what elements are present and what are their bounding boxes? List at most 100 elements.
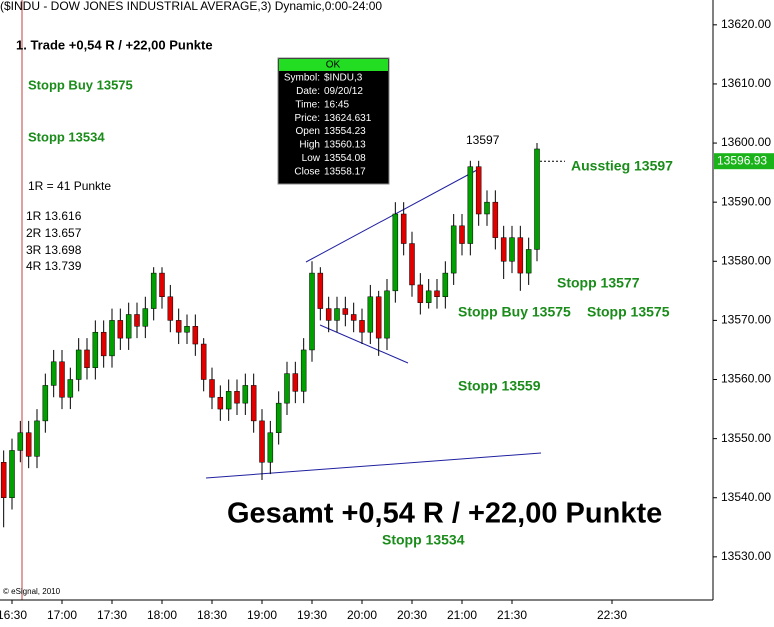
tooltip-header bbox=[279, 59, 388, 71]
tooltip-value: 13560.13 bbox=[324, 140, 366, 151]
candle-body bbox=[225, 391, 232, 410]
candle-body bbox=[200, 343, 207, 380]
tooltip-value: 16:45 bbox=[324, 99, 349, 110]
tooltip: OK Symbol: $INDU,3 Date: 09/20/12 Time: 16:45… bbox=[277, 57, 390, 185]
candle-body bbox=[234, 391, 240, 404]
candle-body bbox=[92, 331, 99, 368]
candle-body bbox=[125, 314, 132, 339]
candle-body bbox=[275, 402, 282, 433]
y-tick-label: 13570.00 bbox=[721, 313, 771, 327]
x-tick-label: 21:30 bbox=[497, 608, 527, 622]
x-tick-label: 22:30 bbox=[597, 608, 627, 622]
candle-body bbox=[192, 326, 199, 345]
candle-body bbox=[75, 349, 82, 380]
candle-body bbox=[67, 379, 74, 398]
annotation: Stopp Buy 13575 bbox=[458, 304, 571, 320]
y-tick-label: 13540.00 bbox=[721, 490, 771, 504]
candle-body bbox=[17, 432, 24, 451]
note: 2R 13.657 bbox=[26, 226, 82, 240]
annotation: Gesamt +0,54 R / +22,00 Punkte bbox=[227, 498, 662, 530]
candle-body bbox=[400, 213, 407, 244]
tooltip-label: Low bbox=[302, 153, 321, 164]
candle-body bbox=[325, 308, 332, 321]
tooltip-label: Close bbox=[294, 166, 320, 177]
candle-body bbox=[284, 373, 290, 404]
candle-body bbox=[425, 290, 432, 303]
tooltip-value: 13554.08 bbox=[324, 153, 366, 164]
candle-body bbox=[534, 148, 540, 250]
y-tick-label: 13530.00 bbox=[721, 549, 771, 563]
y-tick-label: 13580.00 bbox=[721, 253, 771, 267]
trend-line bbox=[305, 169, 478, 263]
y-tick-label: 13560.00 bbox=[721, 372, 771, 386]
watermark: © eSignal, 2010 bbox=[3, 587, 61, 596]
candle-body bbox=[217, 396, 224, 410]
candle-body bbox=[375, 296, 382, 339]
candle-body bbox=[50, 361, 57, 386]
tooltip-value: 13624.631 bbox=[324, 113, 372, 124]
candle-body bbox=[292, 373, 299, 392]
x-tick-label: 17:30 bbox=[97, 608, 127, 622]
candle-body bbox=[317, 272, 324, 309]
candle-body bbox=[350, 314, 357, 321]
x-tick-label: 20:30 bbox=[397, 608, 427, 622]
candle-body bbox=[459, 225, 465, 244]
note: 4R 13.739 bbox=[26, 259, 82, 273]
note: Stopp 13534 bbox=[28, 129, 105, 144]
y-tick-label: 13600.00 bbox=[721, 135, 771, 149]
annotation: 13597 bbox=[466, 133, 500, 147]
candle-body bbox=[175, 320, 182, 333]
candle-body bbox=[434, 290, 440, 297]
tooltip-value: 13554.23 bbox=[324, 126, 366, 137]
candle-body bbox=[475, 166, 482, 215]
candle-body bbox=[59, 361, 65, 398]
candle-body bbox=[417, 284, 424, 303]
tooltip-value: 13558.17 bbox=[324, 166, 366, 177]
x-tick-label: 16:30 bbox=[0, 608, 27, 622]
tooltip-value: $INDU,3 bbox=[324, 73, 363, 84]
y-tick-label: 13620.00 bbox=[721, 17, 771, 31]
y-tick-label: 13610.00 bbox=[721, 76, 771, 90]
x-tick-label: 21:00 bbox=[447, 608, 477, 622]
tooltip-box bbox=[277, 57, 390, 185]
candle-body bbox=[84, 349, 90, 368]
candle-body bbox=[334, 308, 340, 321]
candle-body bbox=[242, 385, 249, 404]
candle-body bbox=[150, 272, 157, 309]
tooltip-value: 09/20/12 bbox=[324, 86, 363, 97]
candle-body bbox=[500, 237, 507, 262]
candle-body bbox=[384, 290, 390, 339]
candle-body bbox=[209, 379, 215, 398]
note: 3R 13.698 bbox=[26, 243, 82, 257]
candle-body bbox=[34, 420, 40, 457]
candle-body bbox=[525, 249, 532, 274]
x-tick-label: 20:00 bbox=[347, 608, 377, 622]
candle-body bbox=[359, 320, 365, 333]
candle-body bbox=[467, 166, 474, 244]
candle-body bbox=[450, 225, 457, 274]
candle-body bbox=[484, 201, 490, 215]
annotation: Stopp 13534 bbox=[382, 532, 465, 548]
candle-body bbox=[167, 296, 174, 321]
candle-body bbox=[159, 272, 165, 297]
candle-body bbox=[259, 420, 265, 463]
candle-body bbox=[25, 432, 32, 457]
candle-body bbox=[392, 213, 399, 292]
annotation: Stopp 13577 bbox=[557, 275, 640, 291]
tooltip-label: High bbox=[299, 140, 320, 151]
candle-body bbox=[367, 296, 374, 333]
candle-body bbox=[442, 272, 449, 297]
annotation: Ausstieg 13597 bbox=[571, 158, 673, 174]
tooltip-title: OK bbox=[326, 60, 341, 71]
tooltip-label: Price: bbox=[294, 113, 320, 124]
x-tick-label: 19:00 bbox=[247, 608, 277, 622]
note: 1R = 41 Punkte bbox=[28, 179, 111, 193]
annotation: Stopp 13559 bbox=[458, 378, 541, 394]
candle-body bbox=[0, 462, 7, 498]
tooltip-label: Date: bbox=[296, 86, 320, 97]
tooltip-label: Open bbox=[296, 126, 320, 137]
candle-body bbox=[142, 308, 149, 327]
candle-body bbox=[409, 243, 415, 286]
tooltip-label: Time: bbox=[295, 99, 320, 110]
candle-body bbox=[492, 201, 499, 238]
